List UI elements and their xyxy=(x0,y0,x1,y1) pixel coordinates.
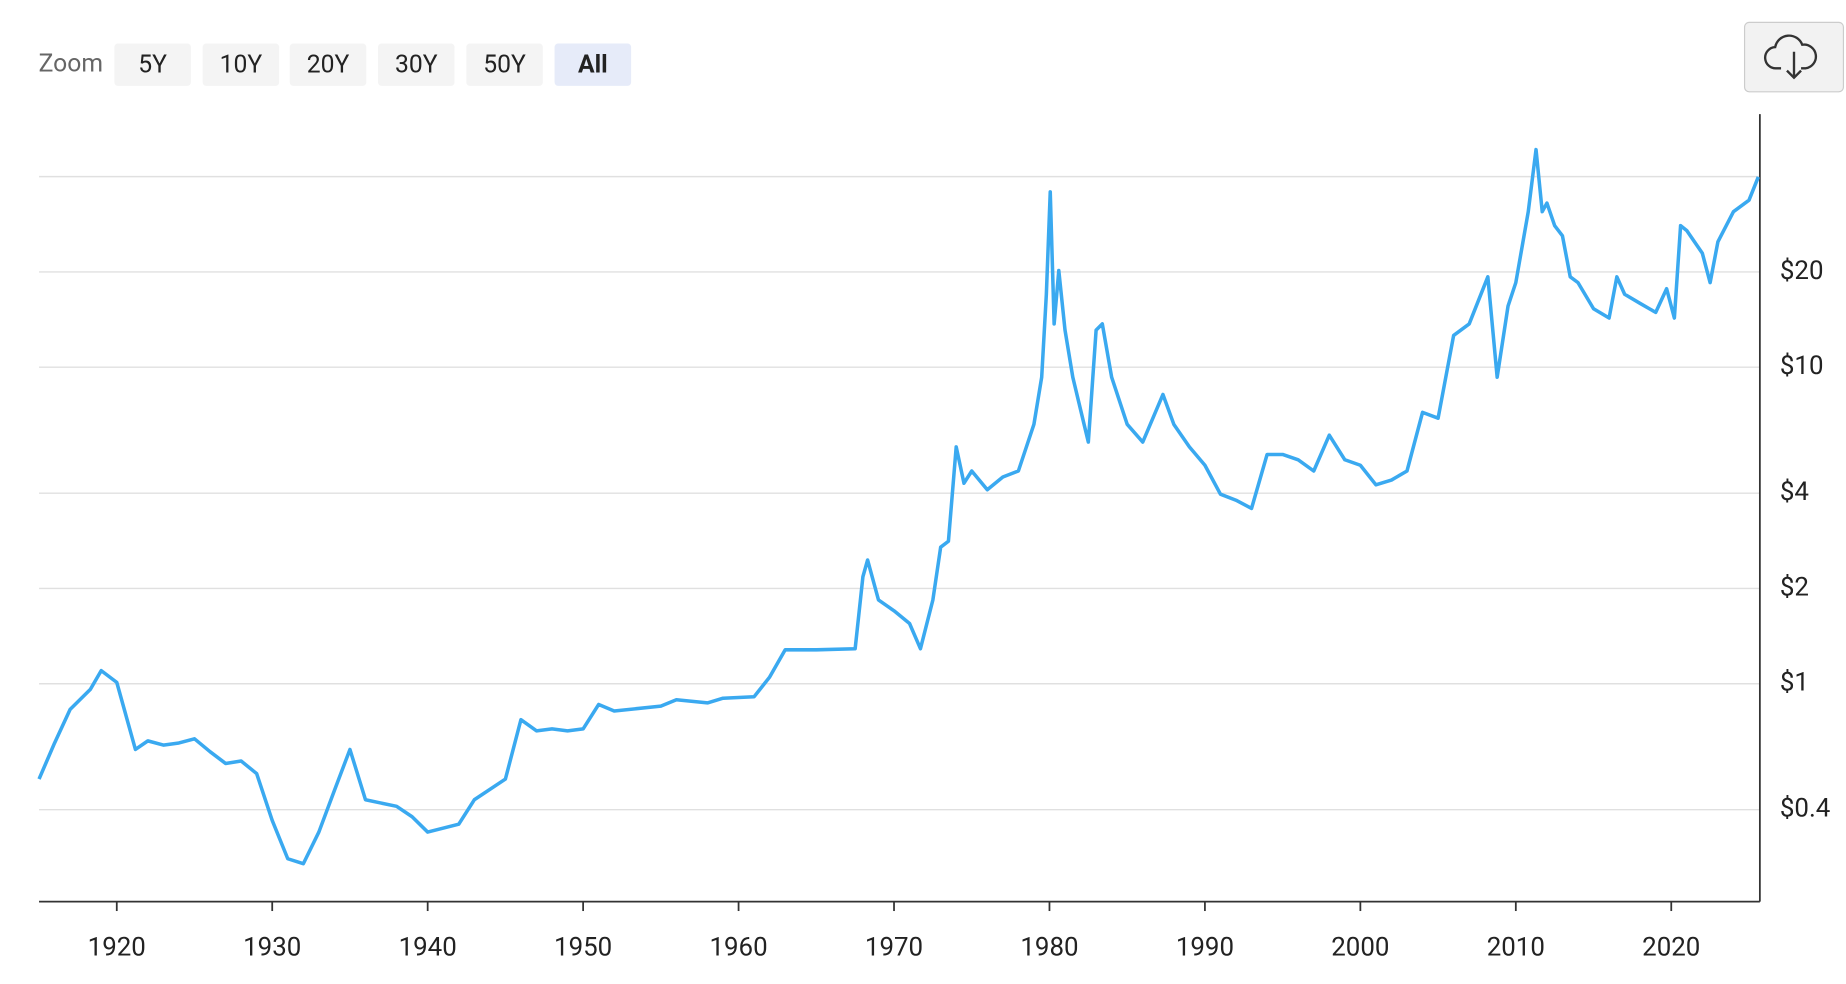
zoom-button-label[interactable]: 20Y xyxy=(307,50,350,79)
price-line xyxy=(37,147,1760,866)
zoom-button[interactable] xyxy=(202,43,280,86)
zoom-button-label[interactable]: All xyxy=(578,50,608,79)
x-tick-label: 1960 xyxy=(709,933,767,963)
zoom-button-label[interactable]: 10Y xyxy=(220,50,263,79)
y-tick-label: $0.4 xyxy=(1780,794,1830,824)
zoom-button[interactable] xyxy=(289,43,367,86)
y-tick-label: $1 xyxy=(1780,668,1809,698)
zoom-buttons: 5Y 10Y 20Y 30Y 50Y All xyxy=(114,43,632,86)
zoom-button-label[interactable]: 30Y xyxy=(395,50,438,79)
y-tick-label: $4 xyxy=(1780,477,1809,507)
x-tick-label: 1940 xyxy=(399,933,457,963)
zoom-button[interactable] xyxy=(378,43,455,86)
x-tick-label: 1970 xyxy=(865,933,923,963)
cloud-icon xyxy=(1763,34,1818,70)
x-tick-label: 1990 xyxy=(1176,933,1234,963)
x-tick-label: 2000 xyxy=(1331,933,1389,963)
x-tick-label: 2010 xyxy=(1487,933,1545,963)
zoom-button-label[interactable]: 5Y xyxy=(138,50,167,79)
zoom-button[interactable] xyxy=(554,43,632,86)
x-tick-label: 2020 xyxy=(1642,933,1700,963)
x-tick-label: 1980 xyxy=(1020,933,1078,963)
zoom-button-label[interactable]: 50Y xyxy=(483,50,526,79)
download-button[interactable] xyxy=(1743,21,1845,93)
arrow-icon xyxy=(1786,51,1802,80)
x-tick-label: 1950 xyxy=(554,933,612,963)
zoom-button[interactable] xyxy=(114,43,191,86)
x-tick-label: 1920 xyxy=(88,933,146,963)
zoom-button[interactable] xyxy=(466,43,543,86)
y-tick-label: $2 xyxy=(1780,572,1809,602)
y-tick-label: $20 xyxy=(1780,256,1824,286)
y-tick-label: $10 xyxy=(1780,351,1824,381)
zoom-label: Zoom xyxy=(39,49,103,78)
x-tick-label: 1930 xyxy=(243,933,301,963)
